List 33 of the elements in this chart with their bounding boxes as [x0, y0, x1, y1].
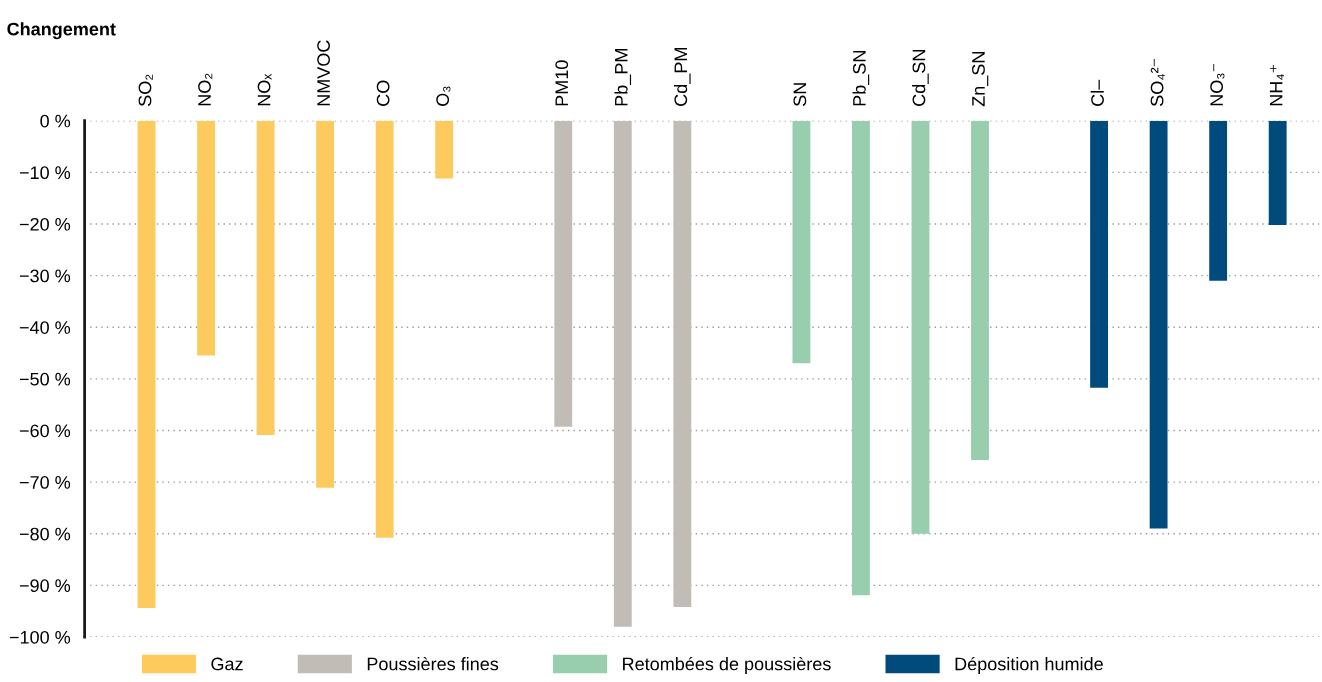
x-tick-label: SN [793, 83, 807, 106]
legend-label: Gaz [211, 657, 243, 671]
x-tick-label: PM10 [555, 60, 569, 106]
x-tick-label: Cl– [1090, 79, 1104, 106]
x-tick-label: Pb_PM [614, 49, 632, 106]
x-tick-label: NO₃⁻ [1210, 64, 1225, 106]
y-tick-label: 0 % [40, 114, 71, 128]
x-tick-label: CO [376, 80, 390, 106]
x-tick-label: Cd_SN [912, 50, 929, 106]
y-tick-label: −10 % [19, 166, 71, 180]
y-tick-label: −80 % [19, 527, 71, 541]
legend-label: Retombées de poussières [623, 656, 831, 674]
x-tick-label: NO₂ [198, 73, 213, 106]
chart-title: Changement [7, 22, 116, 40]
y-tick-label: −40 % [19, 321, 71, 334]
x-tick-label: O₃ [436, 86, 451, 106]
y-tick-label: −100 % [9, 630, 71, 644]
x-tick-label: NH₄⁺ [1269, 65, 1284, 106]
x-tick-label: Zn_SN [972, 52, 989, 107]
legend-label: Déposition humide [955, 656, 1103, 674]
y-tick-label: −70 % [19, 476, 71, 489]
legend-label: Poussières fines [367, 656, 499, 671]
x-tick-label: NOₓ [257, 73, 272, 106]
y-tick-label: −20 % [19, 217, 71, 231]
y-tick-label: −90 % [19, 579, 71, 593]
x-tick-label: Pb_SN [852, 51, 870, 106]
x-tick-label: SO₄²⁻ [1150, 59, 1165, 106]
x-tick-label: NMVOC [317, 40, 330, 106]
x-tick-label: Cd_PM [673, 48, 691, 106]
y-tick-label: −60 % [19, 424, 71, 438]
y-tick-label: −50 % [19, 372, 71, 386]
x-tick-label: SO₂ [138, 74, 153, 106]
y-tick-label: −30 % [19, 269, 71, 283]
